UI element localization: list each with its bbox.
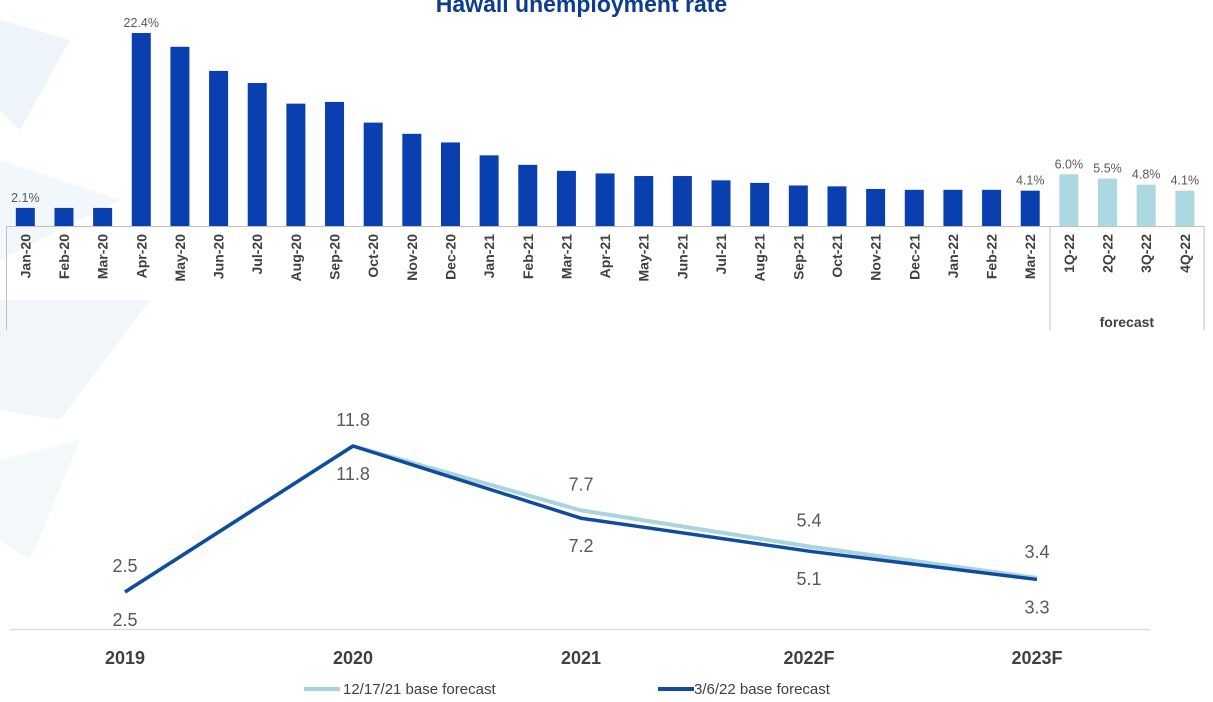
mar-forecast-data-label: 11.8: [336, 464, 370, 484]
bar-category-label: Apr-21: [597, 234, 613, 279]
dec-forecast-data-label: 7.7: [568, 474, 593, 494]
bar-data-label: 4.8%: [1132, 168, 1161, 182]
bar-category-label: 4Q-22: [1177, 234, 1193, 273]
bar-category-label: Jul-20: [249, 234, 265, 275]
bar-Mar-22: [1020, 190, 1040, 226]
bar-Feb-20: [54, 207, 74, 226]
bar-Jan-20: [15, 207, 35, 226]
bar-category-label: Jun-20: [211, 234, 227, 279]
bar-data-label: 2.1%: [11, 191, 40, 205]
bar-category-label: Jan-22: [945, 234, 961, 279]
dec-forecast-data-label: 11.8: [336, 410, 370, 430]
bar-category-label: Mar-21: [558, 234, 574, 279]
bar-Oct-20: [363, 122, 383, 226]
bar-4Q-22: [1175, 190, 1195, 226]
series-line-dec-forecast: [123, 444, 1038, 594]
bar-Mar-20: [93, 207, 113, 226]
forecast-group-label: forecast: [1100, 314, 1155, 330]
bar-data-label: 22.4%: [124, 16, 159, 30]
bar-Apr-20: [131, 33, 151, 226]
year-label: 2023F: [1011, 648, 1062, 668]
year-label: 2021: [561, 648, 601, 668]
dec-forecast-data-label: 5.4: [796, 510, 821, 530]
monthly-unemployment-bar-chart: Jan-20 2.1% Feb-20 Mar-20 Apr-20 22.4% May-20 J…: [6, 16, 1205, 330]
bar-category-label: Feb-22: [984, 234, 1000, 279]
bar-category-label: Jan-21: [481, 234, 497, 279]
bar-category-label: May-21: [636, 234, 652, 282]
bar-Dec-21: [904, 189, 924, 226]
bar-Jun-21: [672, 176, 692, 226]
bar-category-label: Sep-20: [327, 234, 343, 280]
bar-3Q-22: [1136, 184, 1156, 226]
bar-Nov-20: [402, 133, 422, 226]
bar-1Q-22: [1059, 174, 1079, 226]
bar-Oct-21: [827, 186, 847, 226]
bar-category-label: Aug-21: [752, 234, 768, 282]
mar-forecast-data-label: 3.3: [1024, 597, 1049, 617]
bar-Jul-20: [247, 82, 267, 227]
bar-Aug-21: [750, 182, 770, 226]
bar-category-label: Apr-20: [133, 234, 149, 279]
bar-data-label: 5.5%: [1093, 162, 1122, 176]
chart-title: Hawaii unemployment rate: [435, 0, 728, 17]
bar-category-label: Mar-22: [1022, 234, 1038, 279]
bar-Jan-21: [479, 155, 499, 226]
bar-Dec-20: [440, 142, 460, 226]
bar-Feb-21: [518, 164, 538, 226]
bar-category-label: Oct-21: [829, 234, 845, 278]
bar-category-label: Dec-20: [442, 234, 458, 280]
bar-May-20: [170, 46, 190, 227]
bar-category-label: Aug-20: [288, 234, 304, 282]
bar-Apr-21: [595, 173, 615, 226]
bar-category-label: May-20: [172, 234, 188, 282]
bar-category-label: Nov-21: [868, 234, 884, 281]
bar-Jul-21: [711, 180, 731, 226]
bar-Sep-21: [788, 185, 808, 226]
bar-data-label: 4.1%: [1016, 174, 1045, 188]
bar-category-label: 1Q-22: [1061, 234, 1077, 273]
bar-Sep-20: [325, 101, 345, 226]
bar-category-label: Sep-21: [790, 234, 806, 280]
bar-category-label: 2Q-22: [1100, 234, 1116, 273]
dec-forecast-data-label: 3.4: [1024, 542, 1049, 562]
background-star-decoration: [0, 20, 150, 560]
bar-May-21: [634, 176, 654, 226]
bar-category-label: Jul-21: [713, 234, 729, 275]
bar-category-label: Mar-20: [95, 234, 111, 279]
bar-category-label: Dec-21: [906, 234, 922, 280]
year-label: 2020: [333, 648, 373, 668]
bar-Nov-21: [866, 188, 886, 226]
bar-Jun-20: [209, 70, 229, 227]
bar-2Q-22: [1098, 178, 1118, 226]
legend-label-dec: 12/17/21 base forecast: [343, 681, 496, 698]
bar-category-label: Oct-20: [365, 234, 381, 278]
mar-forecast-data-label: 5.1: [796, 569, 821, 589]
bar-data-label: 6.0%: [1055, 157, 1084, 171]
bar-Mar-21: [556, 170, 576, 226]
series-line-mar-forecast: [124, 444, 1038, 594]
bar-category-label: Nov-20: [404, 234, 420, 281]
legend-label-mar: 3/6/22 base forecast: [694, 681, 831, 698]
bar-data-label: 4.1%: [1171, 174, 1200, 188]
bar-Aug-20: [286, 103, 306, 226]
bar-category-label: Feb-20: [56, 234, 72, 279]
bar-Jan-22: [943, 189, 963, 226]
bar-category-label: Feb-21: [520, 234, 536, 279]
bar-category-label: Jun-21: [674, 234, 690, 279]
year-label: 2022F: [783, 648, 834, 668]
bar-category-label: 3Q-22: [1138, 234, 1154, 273]
mar-forecast-data-label: 7.2: [568, 536, 593, 556]
bar-Feb-22: [982, 189, 1002, 226]
bar-category-label: Jan-20: [17, 234, 33, 279]
